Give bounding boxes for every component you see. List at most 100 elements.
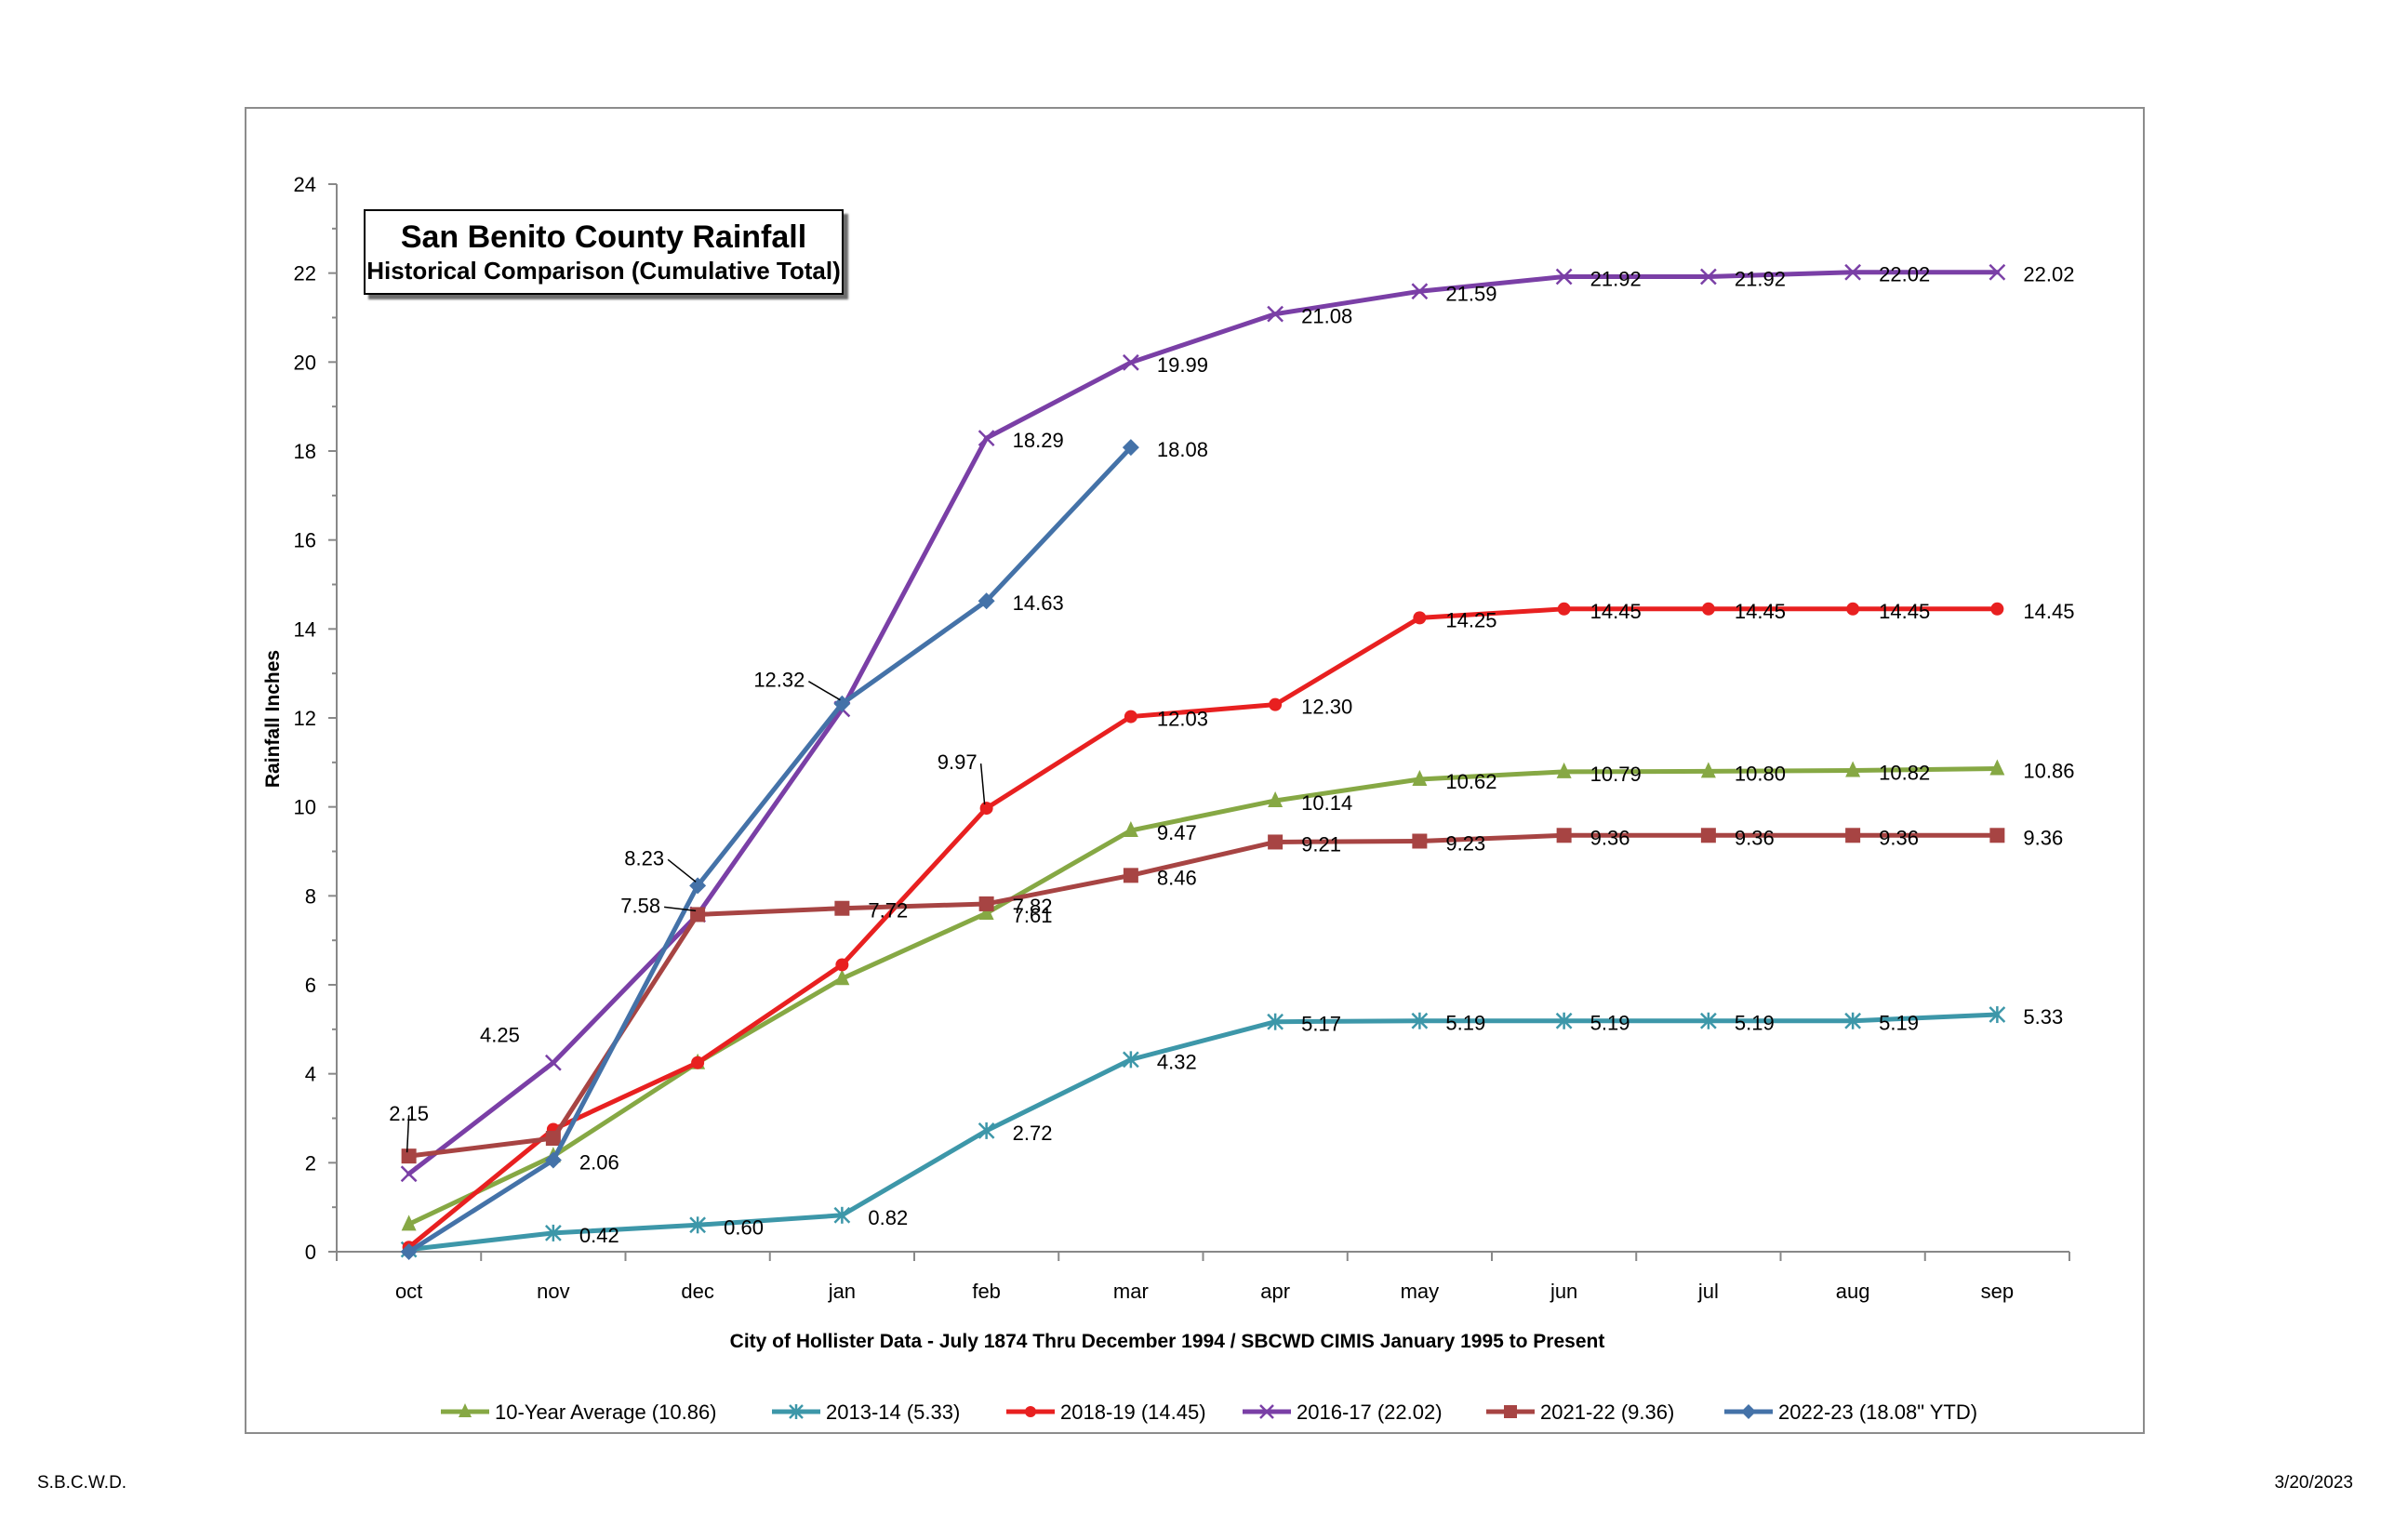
x-tick-label: apr <box>1260 1280 1290 1303</box>
x-marker-stroke <box>544 1054 562 1071</box>
x-marker <box>1411 283 1429 300</box>
asterisk-marker <box>1699 1012 1717 1029</box>
data-label: 0.82 <box>868 1206 908 1229</box>
square-marker <box>690 907 706 923</box>
diamond-marker <box>689 877 707 895</box>
data-label: 21.92 <box>1590 267 1642 290</box>
label-leader-line <box>807 681 841 701</box>
asterisk-marker <box>833 1206 851 1224</box>
data-label: 0.60 <box>724 1215 764 1239</box>
data-label: 14.45 <box>1735 600 1786 623</box>
circle-marker <box>979 802 993 816</box>
series-line <box>406 445 1134 1255</box>
square-marker <box>834 900 850 916</box>
circle-marker <box>1025 1406 1036 1417</box>
data-label: 9.36 <box>2023 826 2063 849</box>
circle-marker <box>1557 602 1571 616</box>
series-2013-14 <box>400 1006 2006 1258</box>
y-tick-label: 10 <box>294 796 316 819</box>
triangle-marker <box>1989 759 2005 776</box>
x-tick-label: dec <box>681 1280 713 1303</box>
data-label: 7.61 <box>1013 904 1053 927</box>
footer-date: 3/20/2023 <box>2274 1473 2353 1493</box>
y-tick-label: 0 <box>305 1241 316 1264</box>
square-marker <box>545 1131 561 1147</box>
legend-item: 2021-22 (9.36) <box>1486 1401 1674 1424</box>
y-tick-label: 18 <box>294 440 316 463</box>
x-marker <box>1555 268 1573 285</box>
x-marker <box>1699 268 1717 285</box>
data-label: 12.32 <box>753 669 805 692</box>
x-marker <box>400 1165 418 1183</box>
x-tick-label: oct <box>395 1280 422 1303</box>
y-tick-label: 4 <box>305 1063 316 1086</box>
x-tick-label: mar <box>1113 1280 1149 1303</box>
data-label: 0.42 <box>579 1224 619 1247</box>
chart-title: San Benito County Rainfall <box>400 219 807 255</box>
square-marker <box>401 1148 417 1164</box>
data-label: 2.06 <box>579 1150 619 1174</box>
data-label: 14.45 <box>1879 600 1930 623</box>
series-2021-22 <box>401 828 2005 1164</box>
x-marker <box>978 430 995 447</box>
label-leader-line <box>979 763 986 805</box>
data-label: 10.62 <box>1445 770 1496 793</box>
data-label: 7.82 <box>1013 895 1053 918</box>
chart-title-box: San Benito County Rainfall Historical Co… <box>364 209 844 295</box>
triangle-marker <box>1845 761 1861 777</box>
data-label: 8.46 <box>1157 866 1197 889</box>
triangle-marker <box>978 903 994 920</box>
legend-item: 2016-17 (22.02) <box>1243 1401 1443 1424</box>
data-label: 21.59 <box>1445 282 1496 305</box>
legend-item: 2018-19 (14.45) <box>1006 1401 1206 1424</box>
legend-label: 2021-22 (9.36) <box>1540 1401 1674 1424</box>
series-lines <box>400 263 2006 1260</box>
data-label: 5.19 <box>1590 1012 1630 1035</box>
asterisk-marker <box>544 1224 562 1241</box>
x-marker-stroke <box>1411 283 1429 300</box>
x-marker-stroke <box>1122 353 1139 371</box>
circle-marker <box>835 958 849 972</box>
data-label: 4.25 <box>480 1024 520 1047</box>
x-tick-label: aug <box>1836 1280 1870 1303</box>
triangle-marker <box>1412 770 1428 787</box>
square-marker <box>1412 833 1428 849</box>
legend-label: 10-Year Average (10.86) <box>495 1401 717 1424</box>
x-marker <box>1267 305 1284 323</box>
x-marker-stroke <box>1555 268 1573 285</box>
diamond-marker <box>1741 1404 1756 1419</box>
diamond-marker <box>400 1243 418 1260</box>
series-2018-19 <box>402 602 2004 1255</box>
x-marker <box>544 1054 562 1071</box>
x-marker <box>1844 263 1862 281</box>
square-marker <box>1556 828 1572 843</box>
circle-marker <box>1124 710 1137 724</box>
x-tick-label: jun <box>1550 1280 1577 1303</box>
data-label: 9.21 <box>1301 832 1341 856</box>
triangle-marker <box>1556 762 1572 778</box>
data-label: 9.23 <box>1445 831 1485 855</box>
y-tick-label: 22 <box>294 262 316 285</box>
legend-label: 2018-19 (14.45) <box>1060 1401 1206 1424</box>
legend: 10-Year Average (10.86) 2013-14 (5.33) 201… <box>441 1401 1977 1424</box>
data-label: 4.32 <box>1157 1050 1197 1073</box>
data-label: 5.19 <box>1879 1012 1919 1035</box>
asterisk-marker <box>1844 1012 1862 1029</box>
data-label: 14.45 <box>2023 600 2074 623</box>
triangle-marker <box>1123 821 1138 838</box>
circle-marker <box>1413 611 1427 625</box>
circle-marker <box>1846 602 1860 616</box>
triangle-marker <box>401 1215 417 1231</box>
y-tick-label: 20 <box>294 351 316 374</box>
square-marker <box>1268 834 1284 850</box>
label-leader-line <box>406 1115 410 1153</box>
data-label: 18.29 <box>1013 429 1064 452</box>
data-label: 9.36 <box>1735 826 1775 849</box>
legend-label: 2022-23 (18.08" YTD) <box>1778 1401 1977 1424</box>
legend-label: 2016-17 (22.02) <box>1297 1401 1443 1424</box>
data-label: 14.63 <box>1013 591 1064 615</box>
x-marker-stroke <box>1699 268 1717 285</box>
x-marker <box>1122 353 1139 371</box>
